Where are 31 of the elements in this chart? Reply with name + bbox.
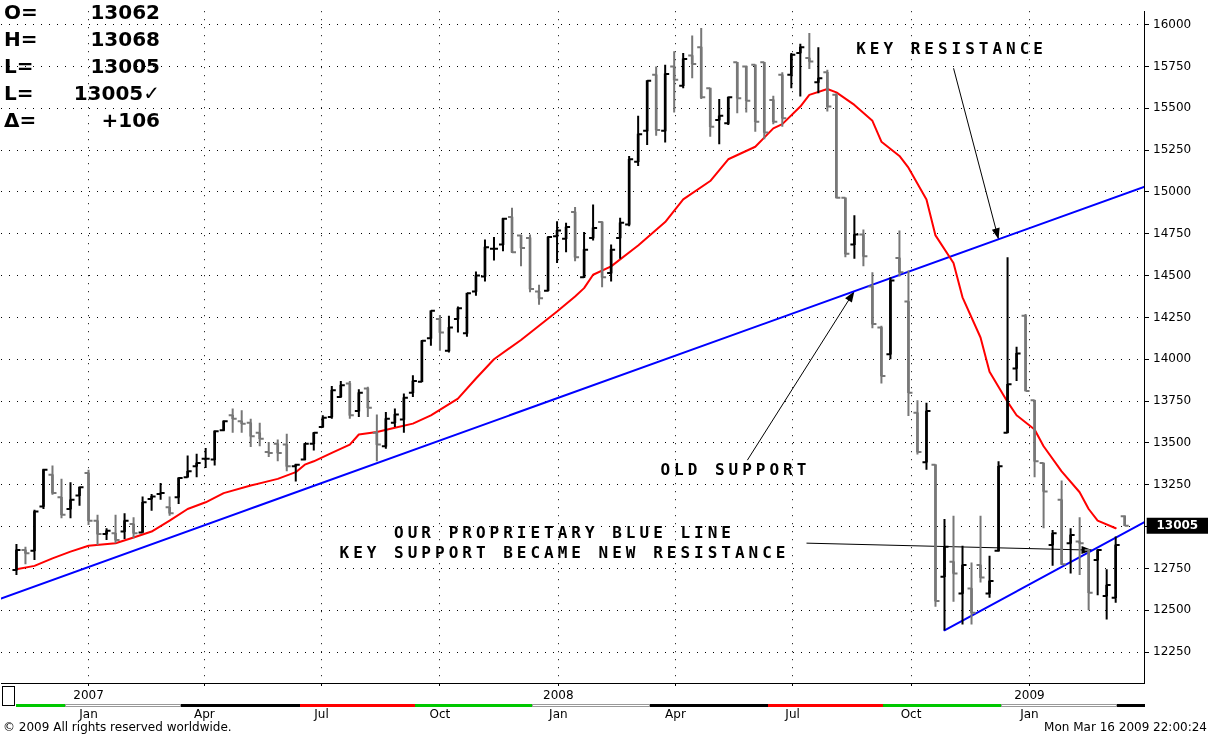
x-tick-label: Oct bbox=[900, 706, 922, 721]
y-tick-label: 14750 bbox=[1153, 225, 1192, 240]
y-tick-label: 15750 bbox=[1153, 58, 1192, 73]
x-tick-label: 2008 Jan bbox=[543, 687, 574, 721]
annotation: KEY RESISTANCE bbox=[856, 39, 1047, 59]
y-tick-label: 15250 bbox=[1153, 142, 1192, 157]
y-tick-label: 16000 bbox=[1153, 16, 1192, 31]
y-tick-label: 14000 bbox=[1153, 351, 1192, 366]
y-tick-label: 13750 bbox=[1153, 393, 1192, 408]
y-tick-label: 15000 bbox=[1153, 184, 1192, 199]
text: O= 13062 H= 13068 L= 13005 L= 13005✓ Δ= +106 bbox=[4, 0, 160, 133]
x-tick-label: Oct bbox=[429, 706, 451, 721]
x-tick-label: 2007 Jan bbox=[73, 687, 104, 721]
y-tick-label: 13250 bbox=[1153, 476, 1192, 491]
x-tick-label: Apr bbox=[193, 706, 215, 721]
x-tick-label: Jul bbox=[313, 706, 329, 721]
y-tick-label: 14250 bbox=[1153, 309, 1192, 324]
x-tick-label: 2009 Jan bbox=[1014, 687, 1045, 721]
y-tick-label: 12750 bbox=[1153, 560, 1192, 575]
annotation: 13005 bbox=[1156, 518, 1199, 533]
y-tick-label: 12500 bbox=[1153, 602, 1192, 617]
y-tick-label: 13500 bbox=[1153, 435, 1192, 450]
text: © 2009 All rights reserved worldwide. bbox=[3, 720, 232, 735]
x-tick-label: Jul bbox=[784, 706, 800, 721]
annotation: OUR PROPRIETARY BLUE LINE KEY SUPPORT BECAME NEW RESISTANCE bbox=[339, 523, 790, 563]
text: Mon Mar 16 2009 22:00:24 bbox=[1044, 720, 1207, 735]
y-tick-label: 14500 bbox=[1153, 267, 1192, 282]
y-tick-label: 15500 bbox=[1153, 100, 1192, 115]
y-tick-label: 12250 bbox=[1153, 644, 1192, 659]
annotation: OLD SUPPORT bbox=[660, 460, 811, 480]
x-tick-label: Apr bbox=[665, 706, 686, 721]
